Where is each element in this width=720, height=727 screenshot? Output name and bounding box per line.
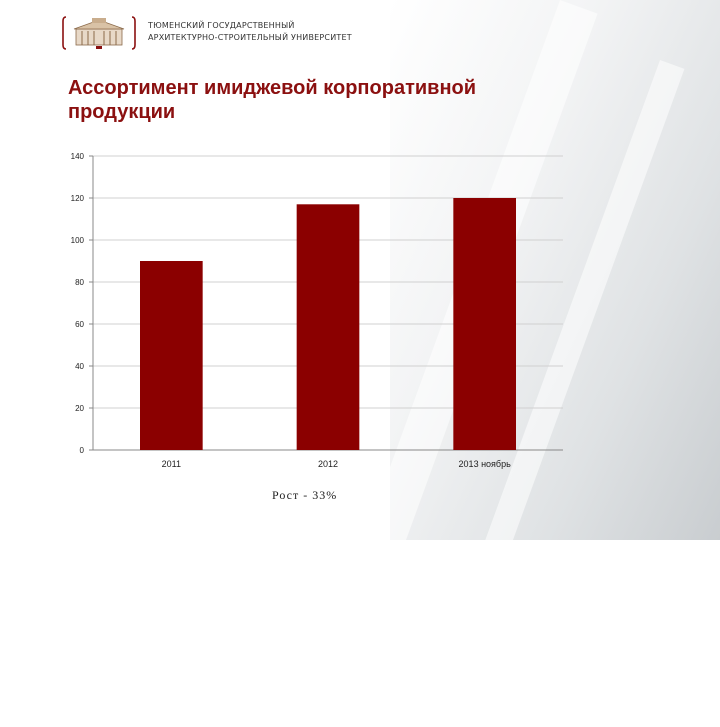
university-building-icon <box>62 16 136 50</box>
y-tick-label: 20 <box>75 404 84 413</box>
y-tick-label: 40 <box>75 362 84 371</box>
y-tick-label: 140 <box>71 152 85 161</box>
x-tick-label: 2012 <box>318 459 338 469</box>
y-tick-label: 0 <box>80 446 85 455</box>
y-tick-label: 80 <box>75 278 84 287</box>
slide-title: Ассортимент имиджевой корпоративной прод… <box>68 77 477 123</box>
y-tick-label: 120 <box>71 194 85 203</box>
growth-caption: Рост - 33% <box>272 488 338 502</box>
bar <box>453 198 516 450</box>
university-logo <box>62 15 136 51</box>
x-tick-label: 2013 ноябрь <box>459 459 512 469</box>
y-tick-label: 100 <box>71 236 85 245</box>
university-name-line2: АРХИТЕКТУРНО-СТРОИТЕЛЬНЫЙ УНИВЕРСИТЕТ <box>148 33 352 42</box>
university-name-line1: ТЮМЕНСКИЙ ГОСУДАРСТВЕННЫЙ <box>148 21 295 30</box>
bar <box>140 261 203 450</box>
y-tick-label: 60 <box>75 320 84 329</box>
university-name: ТЮМЕНСКИЙ ГОСУДАРСТВЕННЫЙ АРХИТЕКТУРНО-С… <box>148 20 352 44</box>
bar-chart: 0 20 40 60 80 100 120 140 2011 2012 2013 ноябрь <box>71 152 563 469</box>
x-tick-label: 2011 <box>162 459 181 469</box>
bar <box>296 204 360 450</box>
